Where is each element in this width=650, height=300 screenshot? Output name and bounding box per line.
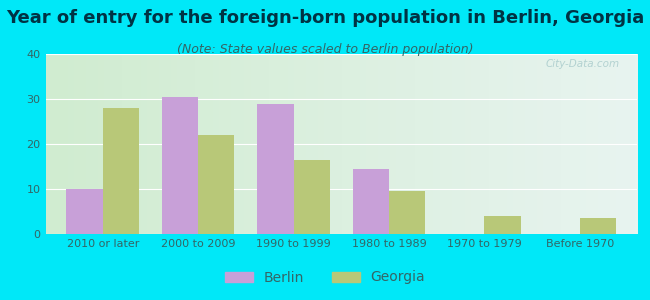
Bar (580, 218, 616, 234)
Bar (103, 108, 139, 234)
Bar (484, 216, 521, 234)
Bar (389, 191, 425, 234)
Bar (294, 160, 330, 234)
Bar (198, 135, 235, 234)
Text: City-Data.com: City-Data.com (545, 59, 619, 69)
Bar (257, 103, 294, 234)
Bar (353, 169, 389, 234)
Text: (Note: State values scaled to Berlin population): (Note: State values scaled to Berlin pop… (177, 44, 473, 56)
Bar (66, 189, 103, 234)
Text: Year of entry for the foreign-born population in Berlin, Georgia: Year of entry for the foreign-born popul… (6, 9, 644, 27)
Legend: Berlin, Georgia: Berlin, Georgia (219, 265, 431, 290)
Bar (162, 97, 198, 234)
